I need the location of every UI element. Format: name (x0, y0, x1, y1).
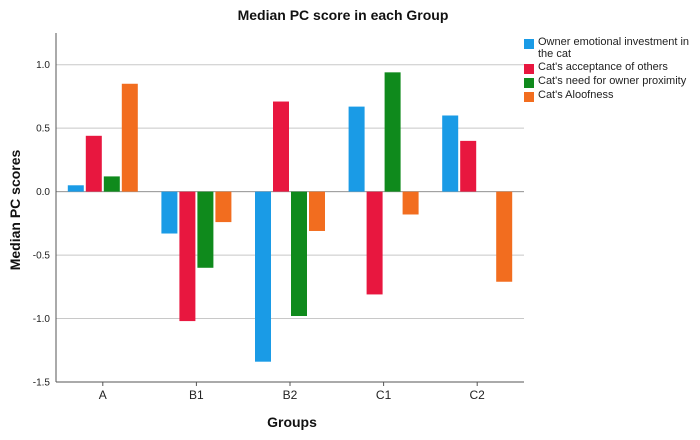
bar-B1-series-3 (197, 191, 214, 268)
bar-A-series-1 (67, 185, 84, 192)
bar-C1-series-1 (348, 106, 365, 192)
bar-B2-series-4 (309, 191, 325, 231)
x-tick-label: B2 (283, 388, 298, 402)
bar-B1-series-4 (215, 191, 232, 223)
bar-A-series-2 (85, 135, 102, 192)
x-axis-label: Groups (267, 414, 317, 430)
legend-swatch (524, 39, 534, 49)
legend-item: Cat's need for owner proximity (524, 75, 696, 88)
bar-C1-series-2 (366, 191, 383, 295)
legend-label: Cat's need for owner proximity (538, 75, 687, 87)
legend-label: Cat's acceptance of others (538, 61, 668, 73)
legend-item: Cat's acceptance of others (524, 61, 696, 74)
bar-C2-series-1 (442, 115, 459, 192)
bar-A-series-4 (121, 83, 138, 192)
bar-B2-series-1 (255, 191, 271, 362)
y-axis-label: Median PC scores (7, 149, 23, 270)
y-tick-label: -1.0 (33, 314, 51, 325)
bar-B1-series-2 (179, 191, 196, 322)
bar-C1-series-3 (384, 72, 401, 192)
y-tick-label: -0.5 (33, 251, 51, 262)
x-tick-label: C1 (376, 388, 392, 402)
legend-swatch (524, 78, 534, 88)
x-tick-label: A (99, 388, 107, 402)
legend: Owner emotional investment in the cat Cat… (524, 36, 696, 103)
legend-swatch (524, 92, 534, 102)
x-tick-label: B1 (189, 388, 204, 402)
legend-label: Cat's Aloofness (538, 89, 614, 101)
y-tick-label: -1.5 (33, 378, 51, 389)
legend-swatch (524, 64, 534, 74)
x-tick-label: C2 (470, 388, 486, 402)
bar-C2-series-2 (460, 140, 477, 192)
y-tick-label: 1.0 (36, 60, 50, 71)
chart-title: Median PC score in each Group (238, 7, 449, 23)
y-tick-label: 0.5 (36, 124, 50, 135)
bar-B2-series-3 (291, 191, 307, 317)
legend-item: Owner emotional investment in the cat (524, 36, 696, 60)
bar-C1-series-4 (402, 191, 419, 215)
bar-B1-series-1 (161, 191, 178, 234)
y-tick-label: 0.0 (36, 187, 50, 198)
legend-item: Cat's Aloofness (524, 89, 696, 102)
bar-B2-series-2 (273, 101, 289, 192)
legend-label: Owner emotional investment in the cat (538, 36, 690, 60)
bar-A-series-3 (103, 176, 120, 192)
bar-C2-series-4 (496, 191, 513, 282)
